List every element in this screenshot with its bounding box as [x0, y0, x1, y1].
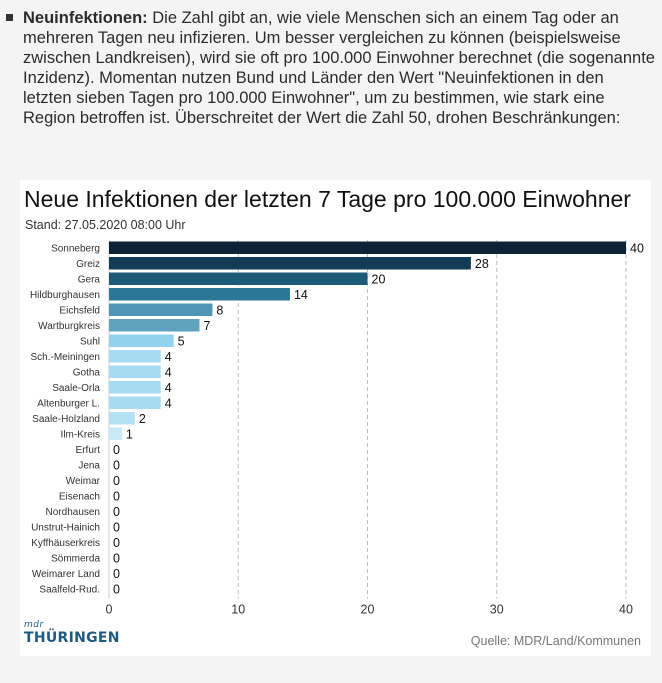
intro-line-text: letzten sieben Tagen pro 100.000 Einwohn… — [23, 89, 605, 107]
value-label: 0 — [113, 582, 120, 596]
category-label: Sonneberg — [51, 243, 100, 254]
intro-line-text: Inzidenz). Momentan nutzen Bund und Länd… — [23, 69, 604, 87]
category-label: Sömmerda — [51, 553, 100, 564]
bar — [109, 303, 213, 316]
category-label: Wartburgkreis — [38, 321, 100, 332]
value-label: 4 — [165, 381, 172, 395]
category-label: Eisenach — [59, 491, 100, 502]
value-label: 4 — [165, 396, 172, 410]
bar — [109, 396, 161, 409]
bullet-icon — [6, 14, 13, 21]
intro-term: Neuinfektionen: — [23, 9, 148, 27]
value-label: 0 — [113, 458, 120, 472]
value-label: 5 — [178, 334, 185, 348]
bar — [109, 350, 161, 363]
category-label: Nordhausen — [46, 507, 100, 518]
category-label: Unstrut-Hainich — [31, 522, 100, 533]
x-tick-label: 40 — [619, 603, 633, 617]
intro-line-text: Die Zahl gibt an, wie viele Menschen sic… — [147, 9, 619, 27]
intro-line: Neuinfektionen: Die Zahl gibt an, wie vi… — [23, 8, 655, 28]
value-label: 4 — [165, 350, 172, 364]
intro-line: mehreren Tagen neu infizieren. Um besser… — [23, 28, 655, 48]
bar — [109, 319, 200, 332]
value-label: 0 — [113, 489, 120, 503]
category-label: Ilm-Kreis — [61, 429, 100, 440]
category-label: Hildburghausen — [30, 290, 100, 301]
category-label: Saale-Holzland — [32, 414, 100, 425]
value-label: 4 — [165, 365, 172, 379]
intro-line-text: Region betroffen ist. Überschreitet der … — [23, 109, 621, 127]
bar — [109, 412, 135, 425]
category-label: Saale-Orla — [52, 383, 100, 394]
value-label: 0 — [113, 567, 120, 581]
category-label: Erfurt — [76, 445, 101, 456]
category-label: Altenburger L. — [37, 398, 100, 409]
bar — [109, 272, 368, 285]
category-label: Gera — [78, 274, 101, 285]
bar — [109, 241, 626, 254]
value-label: 40 — [630, 241, 644, 255]
bar — [109, 427, 122, 440]
category-label: Eichsfeld — [59, 305, 100, 316]
chart-title: Neue Infektionen der letzten 7 Tage pro … — [24, 186, 631, 212]
bar — [109, 334, 174, 347]
intro-line: letzten sieben Tagen pro 100.000 Einwohn… — [23, 88, 655, 108]
value-label: 0 — [113, 474, 120, 488]
category-label: Greiz — [76, 259, 100, 270]
category-label: Suhl — [80, 336, 100, 347]
value-label: 1 — [126, 427, 133, 441]
intro-line: Inzidenz). Momentan nutzen Bund und Länd… — [23, 68, 655, 88]
logo-small-text: mdr — [24, 620, 44, 630]
intro-line-text: mehreren Tagen neu infizieren. Um besser… — [23, 29, 621, 47]
bar — [109, 381, 161, 394]
category-label: Kyffhäuserkreis — [31, 538, 100, 549]
value-label: 8 — [216, 303, 223, 317]
mdr-thueringen-logo: mdr THÜRINGEN — [24, 620, 120, 646]
x-tick-label: 10 — [231, 603, 245, 617]
intro-line-text: zwischen Landkreisen), wird sie oft pro … — [23, 49, 655, 67]
bar — [109, 288, 290, 301]
chart-subtitle: Stand: 27.05.2020 08:00 Uhr — [25, 218, 186, 232]
category-label: Weimarer Land — [32, 569, 100, 580]
x-tick-label: 0 — [106, 603, 113, 617]
value-label: 0 — [113, 520, 120, 534]
value-label: 0 — [113, 443, 120, 457]
bar — [109, 257, 471, 270]
value-label: 14 — [294, 288, 308, 302]
value-label: 0 — [113, 505, 120, 519]
bar — [109, 365, 161, 378]
category-label: Saalfeld-Rud. — [39, 584, 100, 595]
x-tick-label: 20 — [361, 603, 375, 617]
x-tick-label: 30 — [490, 603, 504, 617]
chart-card: Neue Infektionen der letzten 7 Tage pro … — [20, 180, 651, 656]
value-label: 20 — [372, 272, 386, 286]
value-label: 0 — [113, 551, 120, 565]
logo-big-text: THÜRINGEN — [24, 630, 120, 646]
category-label: Jena — [78, 460, 100, 471]
value-label: 7 — [203, 319, 210, 333]
intro-text: Neuinfektionen: Die Zahl gibt an, wie vi… — [23, 8, 655, 128]
source-note: Quelle: MDR/Land/Kommunen — [470, 634, 641, 648]
category-label: Sch.-Meiningen — [31, 352, 100, 363]
category-label: Gotha — [73, 367, 101, 378]
value-label: 2 — [139, 412, 146, 426]
value-label: 0 — [113, 536, 120, 550]
intro-line: zwischen Landkreisen), wird sie oft pro … — [23, 48, 655, 68]
category-label: Weimar — [66, 476, 101, 487]
intro-line: Region betroffen ist. Überschreitet der … — [23, 108, 655, 128]
value-label: 28 — [475, 257, 489, 271]
